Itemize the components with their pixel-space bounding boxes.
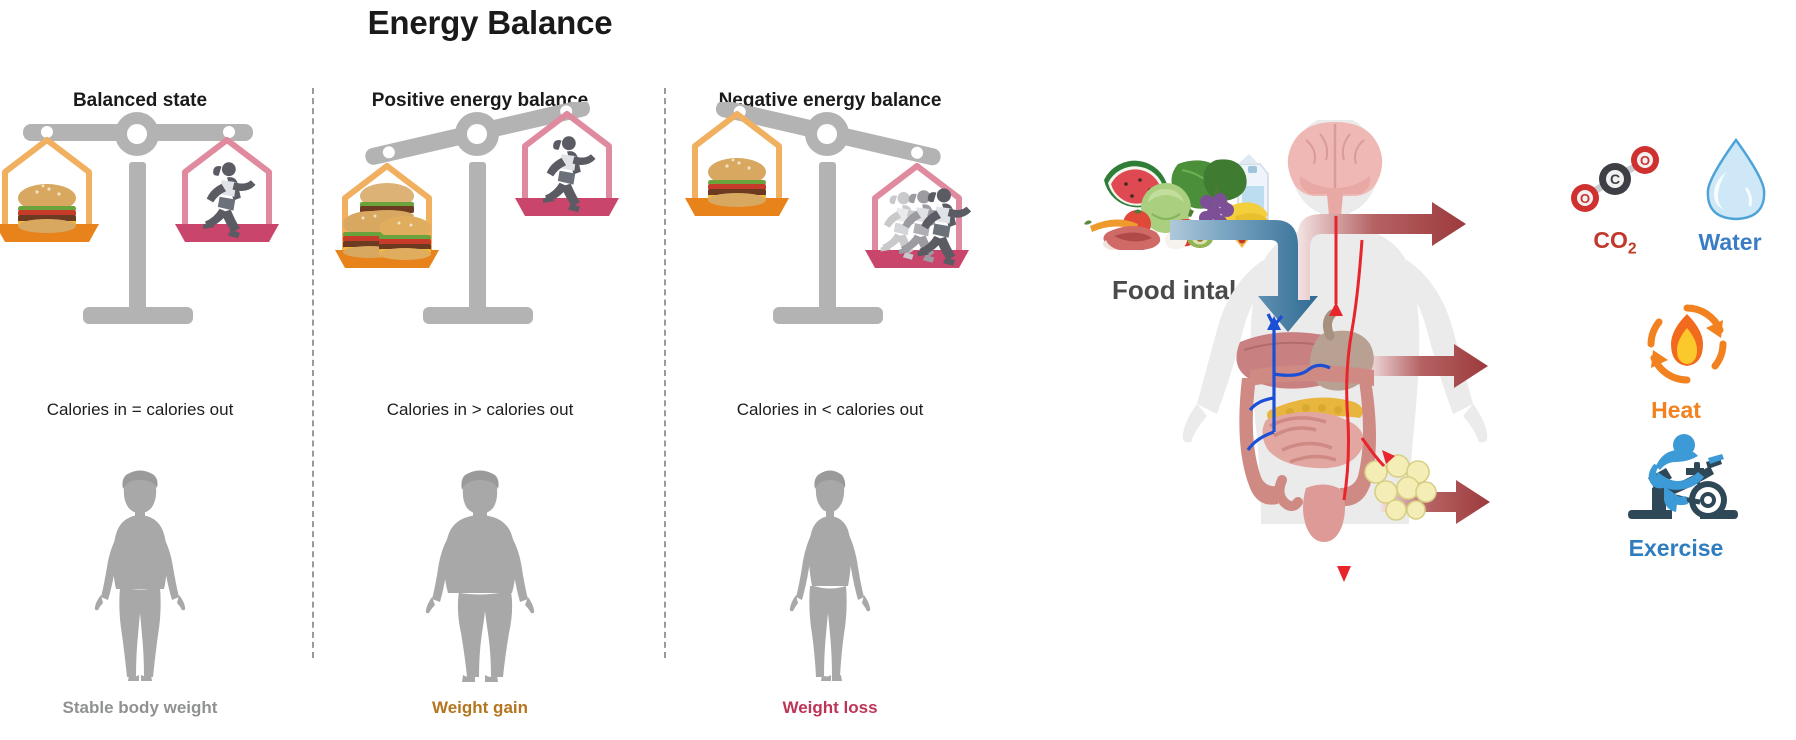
column-verdict: Weight loss (782, 698, 878, 717)
column-header: Negative energy balance (718, 90, 942, 111)
column-divider-2 (664, 88, 666, 658)
output-label-water: Water (1698, 229, 1762, 255)
balance-scale-level (0, 102, 295, 337)
column-caption: Calories in > calories out (386, 400, 574, 419)
column-header: Positive energy balance (371, 90, 589, 111)
scale-pan-food (0, 137, 99, 242)
balance-scale-tilt-left (325, 102, 635, 337)
column-verdict: Weight gain (431, 698, 528, 717)
fat-cells-icon (1364, 454, 1437, 521)
output-co2: O O C CO2 (1560, 140, 1670, 259)
output-heat: Heat (1606, 300, 1746, 424)
energy-output-arrow-top (1298, 202, 1466, 300)
output-label-exercise: Exercise (1628, 535, 1724, 561)
energy-output-arrow-bottom (1380, 480, 1490, 524)
column-negative-energy-balance: Negative energy balance (675, 70, 985, 740)
output-water: Water (1670, 136, 1790, 256)
scale-pan-activity (175, 137, 279, 242)
burger-icon (18, 184, 76, 233)
column-balanced-state: Balanced state (0, 70, 295, 740)
scale-beam (23, 112, 253, 156)
scale-pan-food (335, 163, 439, 268)
svg-text:C: C (1610, 171, 1620, 187)
exercise-bike-icon (1628, 434, 1738, 519)
scale-pan-activity (865, 163, 972, 268)
metabolism-diagram-panel: Food intake (1020, 0, 1796, 740)
body-silhouette-overweight (325, 465, 635, 690)
burger-icon (708, 158, 766, 207)
scale-pan-food (685, 111, 789, 216)
column-caption: Calories in = calories out (46, 400, 234, 419)
flame-cycle-icon (1647, 304, 1727, 384)
balance-scale-tilt-right (675, 102, 985, 337)
energy-output-arrow-middle (1366, 344, 1488, 388)
column-caption: Calories in < calories out (736, 400, 924, 419)
output-label-co2: CO2 (1593, 227, 1637, 258)
blue-signal-path (1246, 313, 1331, 451)
body-silhouette-normal (0, 465, 295, 690)
output-label-heat: Heat (1651, 397, 1701, 423)
column-divider-1 (312, 88, 314, 658)
svg-text:O: O (1640, 153, 1650, 168)
blue-arrow-head (1267, 316, 1281, 330)
column-header: Balanced state (72, 90, 208, 111)
output-exercise: Exercise (1596, 432, 1756, 562)
co2-molecule-icon: O O C (1571, 146, 1659, 212)
runner-icon (543, 136, 596, 213)
red-signal-path (1334, 216, 1386, 501)
svg-text:O: O (1580, 191, 1590, 206)
runner-group-icon (880, 188, 972, 266)
water-drop-icon (1706, 137, 1766, 221)
body-silhouette-thin (675, 465, 985, 690)
runner-icon (203, 162, 256, 239)
energy-output-icons: O O C CO2 Water (1560, 130, 1796, 610)
page-title: Energy Balance (367, 4, 613, 41)
burger-stack-icon (343, 183, 431, 260)
human-body-organs-icon (1100, 116, 1500, 590)
column-positive-energy-balance: Positive energy balance (325, 70, 635, 740)
scale-pan-activity (515, 111, 619, 216)
column-verdict: Stable body weight (62, 698, 218, 717)
digestive-organs (1236, 309, 1437, 542)
brain-icon (1287, 122, 1383, 219)
